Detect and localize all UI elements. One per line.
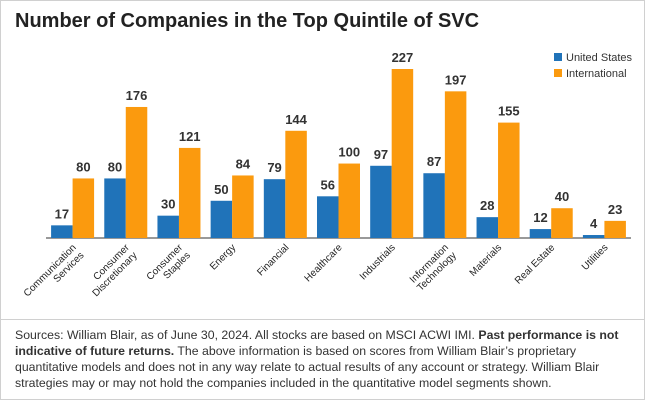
x-tick-group: ConsumerStaples <box>145 242 194 291</box>
bar <box>498 122 520 238</box>
value-label: 87 <box>427 154 441 169</box>
value-label: 30 <box>161 197 175 212</box>
value-label: 176 <box>126 88 148 103</box>
value-label: 144 <box>285 112 307 127</box>
value-label: 197 <box>445 72 467 87</box>
value-label: 79 <box>267 160 281 175</box>
x-tick-label: Materials <box>468 242 504 278</box>
bar <box>529 229 552 238</box>
x-tick-group: Real Estate <box>513 242 558 287</box>
x-tick-group: CommunicationServices <box>22 242 87 307</box>
value-label: 80 <box>76 159 90 174</box>
footnote: Sources: William Blair, as of June 30, 2… <box>15 327 630 391</box>
legend-label: United States <box>566 52 633 64</box>
legend-swatch <box>554 53 562 61</box>
bar <box>285 130 307 238</box>
legend-swatch <box>554 69 562 77</box>
bar <box>582 235 605 238</box>
value-label: 100 <box>338 145 360 160</box>
x-tick-group: Materials <box>468 242 504 278</box>
x-tick-label: ConsumerDiscretionary <box>83 242 140 299</box>
x-tick-label: Industrials <box>358 242 398 282</box>
x-tick-group: Healthcare <box>303 242 345 284</box>
bar <box>125 106 148 238</box>
x-tick-group: Industrials <box>358 242 398 282</box>
x-tick-group: InformationTechnology <box>407 242 459 293</box>
x-tick-label: CommunicationServices <box>22 242 87 307</box>
bar <box>604 220 626 238</box>
value-label: 121 <box>179 129 201 144</box>
bar <box>391 69 414 238</box>
x-tick-label: Financial <box>255 242 291 278</box>
x-tick-label: Real Estate <box>513 242 558 287</box>
x-tick-label: ConsumerStaples <box>145 242 194 291</box>
bar <box>263 179 286 238</box>
value-label: 40 <box>555 189 569 204</box>
bar <box>210 200 233 238</box>
x-tick-label: Healthcare <box>303 242 345 284</box>
legend-label: International <box>566 68 627 80</box>
value-label: 50 <box>214 182 228 197</box>
bar <box>51 225 73 238</box>
x-tick-label: Energy <box>208 242 238 272</box>
bar <box>104 178 126 238</box>
value-label: 84 <box>236 156 251 171</box>
chart: Number of Companies in the Top Quintile … <box>15 10 633 307</box>
value-label: 17 <box>55 206 69 221</box>
x-tick-group: ConsumerDiscretionary <box>83 242 140 299</box>
bar <box>444 91 467 238</box>
chart-title: Number of Companies in the Top Quintile … <box>15 10 479 32</box>
bar <box>72 178 95 238</box>
value-label: 28 <box>480 198 494 213</box>
footnote-bold: Past performance is not indicative of fu… <box>15 328 619 358</box>
value-label: 4 <box>590 216 598 231</box>
value-label: 97 <box>374 147 388 162</box>
bar <box>551 208 573 238</box>
bar <box>476 217 499 238</box>
x-tick-group: Energy <box>208 242 238 272</box>
separator <box>1 319 644 320</box>
value-label: 80 <box>108 159 122 174</box>
x-tick-group: Financial <box>255 242 291 278</box>
x-tick-label: Utilities <box>580 242 611 273</box>
bar <box>338 163 360 238</box>
bar <box>423 173 445 238</box>
footnote-text: The above information is based on scores… <box>15 344 600 390</box>
x-tick-group: Utilities <box>580 242 611 273</box>
bar <box>157 215 179 238</box>
bar <box>178 147 201 238</box>
value-label: 23 <box>608 202 622 217</box>
value-label: 155 <box>498 104 520 119</box>
value-label: 227 <box>392 50 414 65</box>
x-tick-label: InformationTechnology <box>407 242 458 293</box>
footnote-text: Sources: William Blair, as of June 30, 2… <box>15 328 475 342</box>
value-label: 12 <box>533 210 547 225</box>
bar <box>370 165 392 238</box>
bar <box>232 175 254 238</box>
bar <box>317 196 339 238</box>
value-label: 56 <box>321 177 335 192</box>
